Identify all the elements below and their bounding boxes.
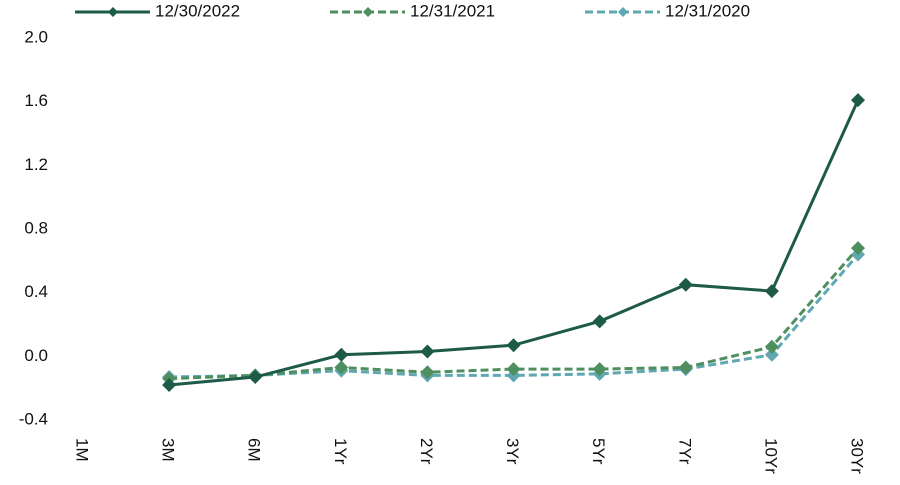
x-tick-label: 30Yr (848, 438, 867, 474)
point-marker (506, 362, 521, 377)
y-tick-label: 1.6 (24, 91, 48, 110)
legend-label: 12/31/2021 (410, 1, 495, 20)
legend-marker (108, 7, 118, 17)
x-tick-label: 2Yr (417, 438, 436, 465)
point-marker (764, 339, 779, 354)
point-marker (678, 360, 693, 375)
point-marker (592, 362, 607, 377)
x-tick-label: 3Yr (503, 438, 522, 465)
x-tick-label: 3M (159, 438, 178, 462)
point-marker (248, 370, 263, 385)
y-tick-label: -0.4 (19, 409, 48, 428)
legend-marker (363, 7, 373, 17)
point-marker (592, 314, 607, 329)
point-marker (420, 365, 435, 380)
point-marker (851, 241, 865, 256)
point-marker (851, 93, 865, 108)
x-tick-label: 6M (245, 438, 264, 462)
point-marker (420, 344, 435, 359)
legend-label: 12/30/2022 (155, 1, 240, 20)
y-tick-label: 2.0 (24, 27, 48, 46)
series-line (169, 247, 860, 381)
y-tick-label: 1.2 (24, 155, 48, 174)
series-line (169, 253, 860, 379)
y-tick-label: 0.0 (24, 346, 48, 365)
x-tick-label: 10Yr (761, 438, 780, 474)
point-marker (506, 338, 521, 353)
x-tick-label: 5Yr (589, 438, 608, 465)
y-tick-label: 0.4 (24, 282, 48, 301)
y-tick-label: 0.8 (24, 218, 48, 237)
legend-marker (618, 7, 628, 17)
x-tick-label: 1Yr (331, 438, 350, 465)
legend-label: 12/31/2020 (665, 1, 750, 20)
x-tick-label: 7Yr (675, 438, 694, 465)
point-marker (678, 277, 693, 292)
x-tick-label: 1M (73, 438, 92, 462)
point-marker (334, 347, 349, 362)
point-marker (334, 360, 349, 375)
point-marker (764, 284, 779, 299)
point-marker (162, 377, 177, 392)
point-marker (764, 347, 779, 362)
